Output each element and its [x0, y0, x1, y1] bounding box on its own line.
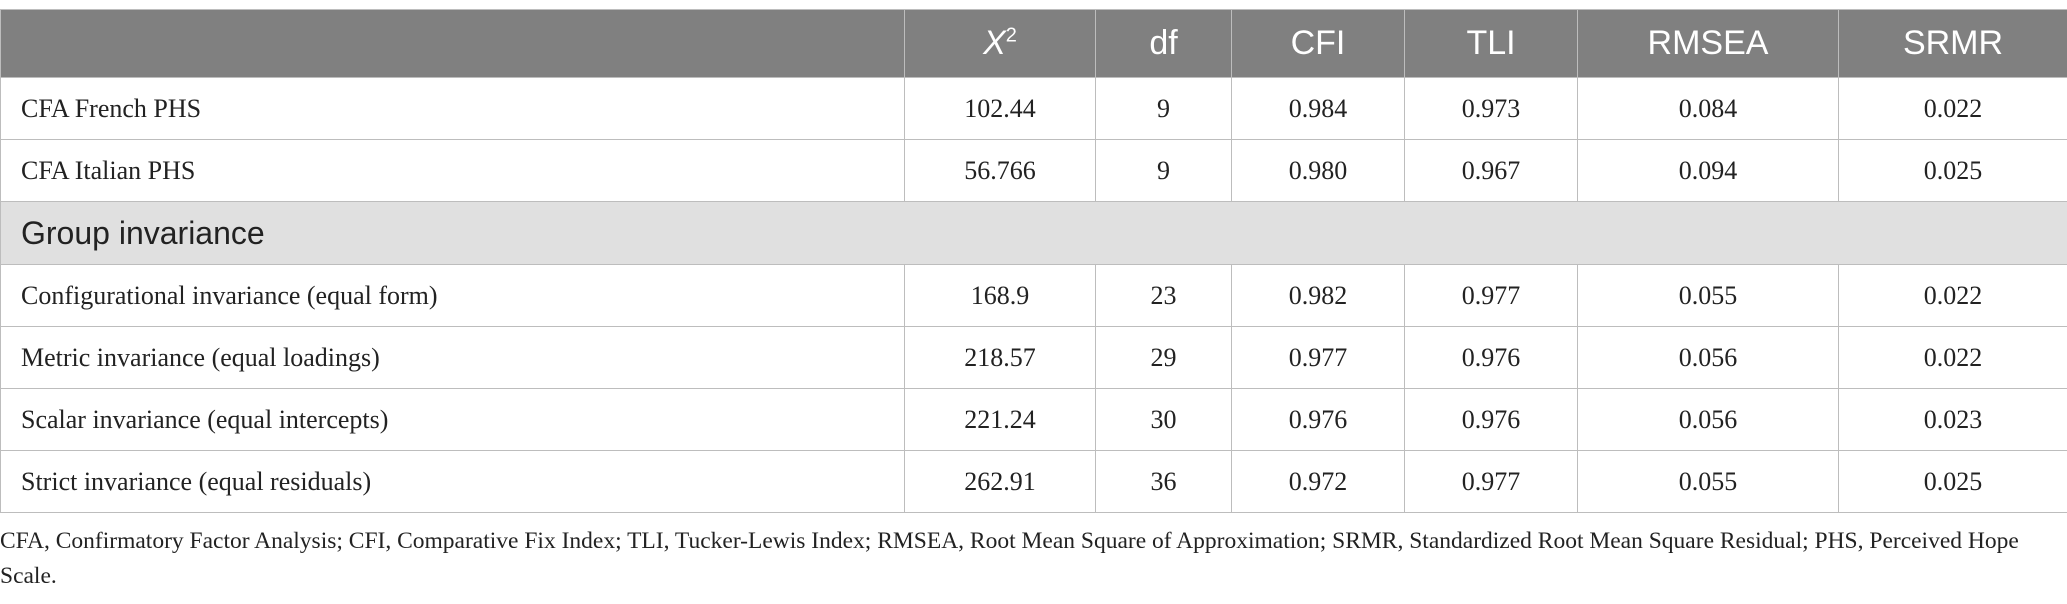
value-cell: 9	[1095, 77, 1232, 140]
value-cell: 0.967	[1404, 139, 1578, 202]
value-cell: 0.023	[1838, 388, 2067, 451]
value-cell: 0.055	[1577, 264, 1839, 327]
value-cell: 23	[1095, 264, 1232, 327]
header-symbol: X2	[983, 24, 1017, 62]
value-cell: 0.976	[1404, 326, 1578, 389]
value-cell: 168.9	[904, 264, 1096, 327]
value-cell: 0.977	[1231, 326, 1405, 389]
group-row: Group invariance	[0, 201, 2067, 265]
value-cell: 0.022	[1838, 77, 2067, 140]
value-cell: 30	[1095, 388, 1232, 451]
footnote: CFA, Confirmatory Factor Analysis; CFI, …	[0, 528, 2019, 589]
value-cell: 0.022	[1838, 264, 2067, 327]
value-cell: 102.44	[904, 77, 1096, 140]
value-cell: 0.055	[1577, 450, 1839, 513]
table-row: Scalar invariance (equal intercepts) 221.…	[0, 388, 2067, 451]
value-cell: 0.977	[1404, 264, 1578, 327]
value-cell: 0.973	[1404, 77, 1578, 140]
row-label: CFA French PHS	[0, 77, 905, 140]
value-cell: 0.022	[1838, 326, 2067, 389]
value-cell: 0.980	[1231, 139, 1405, 202]
row-label: Metric invariance (equal loadings)	[0, 326, 905, 389]
value-cell: 0.977	[1404, 450, 1578, 513]
value-cell: 0.976	[1404, 388, 1578, 451]
value-cell: 0.056	[1577, 388, 1839, 451]
table-row: Metric invariance (equal loadings) 218.57…	[0, 326, 2067, 389]
value-cell: 36	[1095, 450, 1232, 513]
value-cell: 218.57	[904, 326, 1096, 389]
header-cell: CFI	[1231, 9, 1405, 78]
table-row: CFA Italian PHS 56.766 9 0.980 0.967 0.094 0.0…	[0, 139, 2067, 202]
value-cell: 56.766	[904, 139, 1096, 202]
header-cell: TLI	[1404, 9, 1578, 78]
value-cell: 0.025	[1838, 139, 2067, 202]
header-cell: X2	[904, 9, 1096, 78]
value-cell: 29	[1095, 326, 1232, 389]
header-cell: df	[1095, 9, 1232, 78]
table-row: Strict invariance (equal residuals) 262.9…	[0, 450, 2067, 513]
value-cell: 0.972	[1231, 450, 1405, 513]
row-label: Scalar invariance (equal intercepts)	[0, 388, 905, 451]
row-label: CFA Italian PHS	[0, 139, 905, 202]
header-cell: RMSEA	[1577, 9, 1839, 78]
header-superscript: 2	[1005, 24, 1017, 47]
value-cell: 0.025	[1838, 450, 2067, 513]
value-cell: 0.056	[1577, 326, 1839, 389]
value-cell: 221.24	[904, 388, 1096, 451]
value-cell: 0.976	[1231, 388, 1405, 451]
table-row: Configurational invariance (equal form) 1…	[0, 264, 2067, 327]
value-cell: 0.084	[1577, 77, 1839, 140]
table-row: CFA French PHS 102.44 9 0.984 0.973 0.084 0.02…	[0, 77, 2067, 140]
row-label: Configurational invariance (equal form)	[0, 264, 905, 327]
table-body: CFA French PHS 102.44 9 0.984 0.973 0.084 0.02…	[0, 77, 2067, 513]
value-cell: 262.91	[904, 450, 1096, 513]
value-cell: 0.982	[1231, 264, 1405, 327]
row-label: Strict invariance (equal residuals)	[0, 450, 905, 513]
value-cell: 0.094	[1577, 139, 1839, 202]
header-row: X2 df CFI TLI RMSEA SRMR	[0, 9, 2067, 78]
fit-table: X2 df CFI TLI RMSEA SRMR CFA French PHS 102.44…	[0, 9, 2067, 513]
header-cell: SRMR	[1838, 9, 2067, 78]
value-cell: 9	[1095, 139, 1232, 202]
value-cell: 0.984	[1231, 77, 1405, 140]
group-label: Group invariance	[0, 201, 2067, 265]
header-cell	[0, 9, 905, 78]
